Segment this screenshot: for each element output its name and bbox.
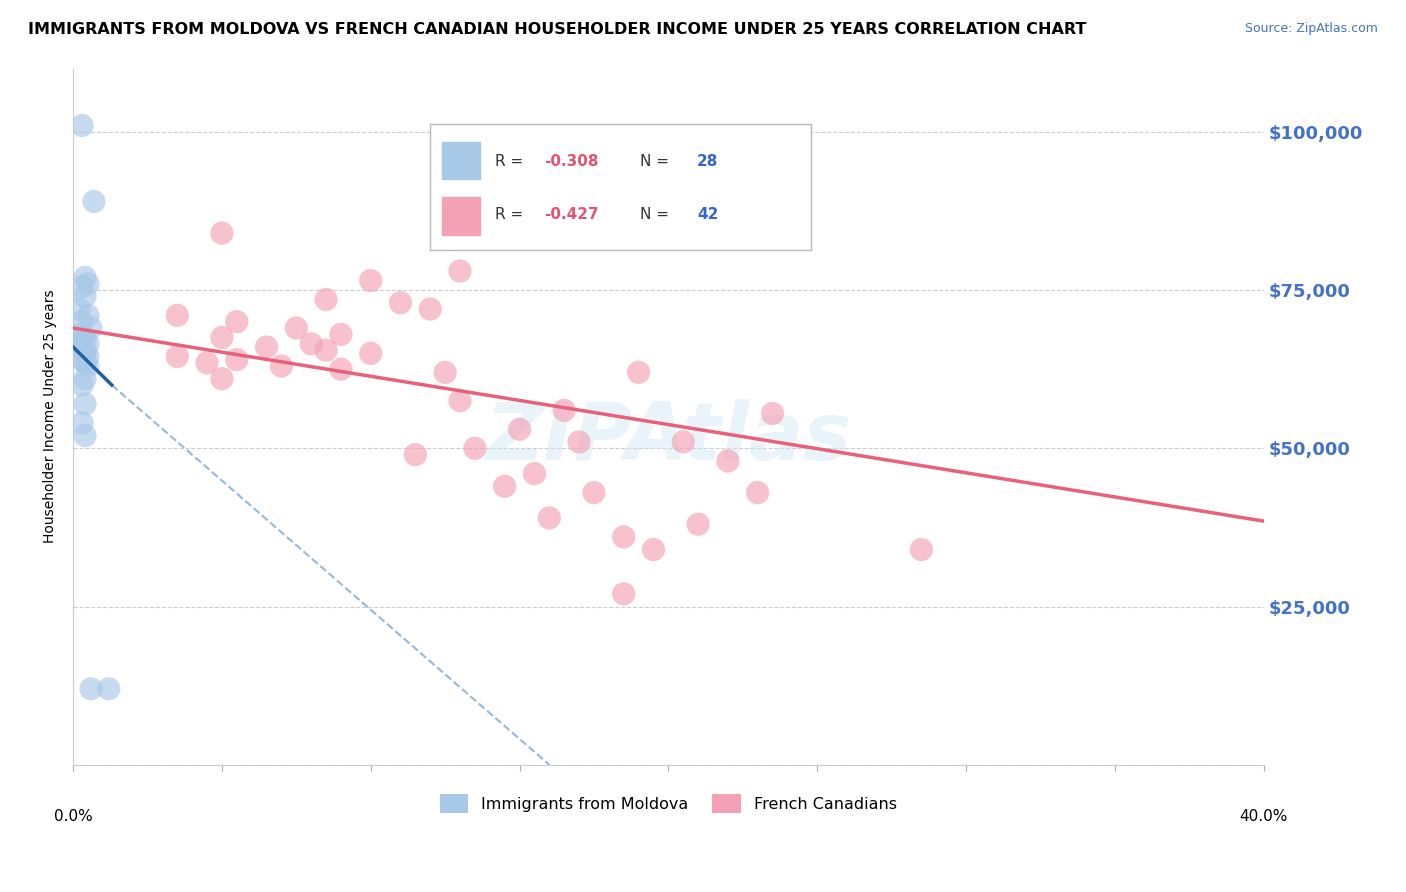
Point [77, 309, 100, 323]
Point [211, 372, 233, 386]
Point [449, 393, 471, 408]
Text: 40.0%: 40.0% [1240, 809, 1288, 824]
Point [97, 681, 120, 696]
Point [434, 365, 457, 379]
Point [211, 330, 233, 344]
Point [77, 336, 100, 351]
Point [73, 372, 96, 386]
Point [67, 301, 90, 316]
Point [70, 119, 93, 133]
Text: IMMIGRANTS FROM MOLDOVA VS FRENCH CANADIAN HOUSEHOLDER INCOME UNDER 25 YEARS COR: IMMIGRANTS FROM MOLDOVA VS FRENCH CANADI… [28, 22, 1087, 37]
Point [910, 542, 932, 557]
Point [761, 407, 783, 421]
Point [582, 485, 605, 500]
Point [285, 321, 308, 335]
Point [73, 343, 96, 358]
Point [73, 330, 96, 344]
Point [315, 293, 337, 307]
Point [330, 327, 353, 342]
Point [195, 356, 218, 370]
Point [270, 359, 292, 373]
Point [553, 403, 575, 417]
Text: Source: ZipAtlas.com: Source: ZipAtlas.com [1244, 22, 1378, 36]
Point [80, 321, 103, 335]
Point [225, 315, 247, 329]
Point [77, 350, 100, 364]
Legend: Immigrants from Moldova, French Canadians: Immigrants from Moldova, French Canadian… [433, 787, 904, 820]
Point [166, 350, 188, 364]
Point [330, 362, 353, 376]
Point [389, 295, 412, 310]
Point [523, 467, 546, 481]
Point [538, 511, 561, 525]
Point [77, 277, 100, 291]
Point [494, 479, 516, 493]
Point [73, 428, 96, 442]
Point [404, 448, 426, 462]
Point [83, 194, 105, 209]
Point [73, 289, 96, 303]
Point [77, 359, 100, 373]
Point [70, 315, 93, 329]
Point [688, 517, 710, 532]
Point [73, 356, 96, 370]
Point [80, 681, 103, 696]
Text: ZIPAtlas: ZIPAtlas [485, 399, 852, 476]
Point [315, 343, 337, 358]
Point [672, 434, 695, 449]
Point [419, 301, 441, 316]
Y-axis label: Householder Income Under 25 years: Householder Income Under 25 years [44, 290, 58, 543]
Point [73, 346, 96, 360]
Point [70, 378, 93, 392]
Point [613, 530, 636, 544]
Point [464, 442, 486, 456]
Point [449, 264, 471, 278]
Point [360, 274, 382, 288]
Point [717, 454, 740, 468]
Point [211, 226, 233, 240]
Text: 0.0%: 0.0% [53, 809, 93, 824]
Point [70, 352, 93, 367]
Point [613, 587, 636, 601]
Point [70, 280, 93, 294]
Point [166, 309, 188, 323]
Point [256, 340, 278, 354]
Point [627, 365, 650, 379]
Point [70, 416, 93, 430]
Point [643, 542, 665, 557]
Point [360, 346, 382, 360]
Point [70, 334, 93, 348]
Point [747, 485, 769, 500]
Point [67, 327, 90, 342]
Point [568, 434, 591, 449]
Point [225, 352, 247, 367]
Point [67, 340, 90, 354]
Point [73, 397, 96, 411]
Point [73, 270, 96, 285]
Point [299, 336, 322, 351]
Point [509, 422, 531, 436]
